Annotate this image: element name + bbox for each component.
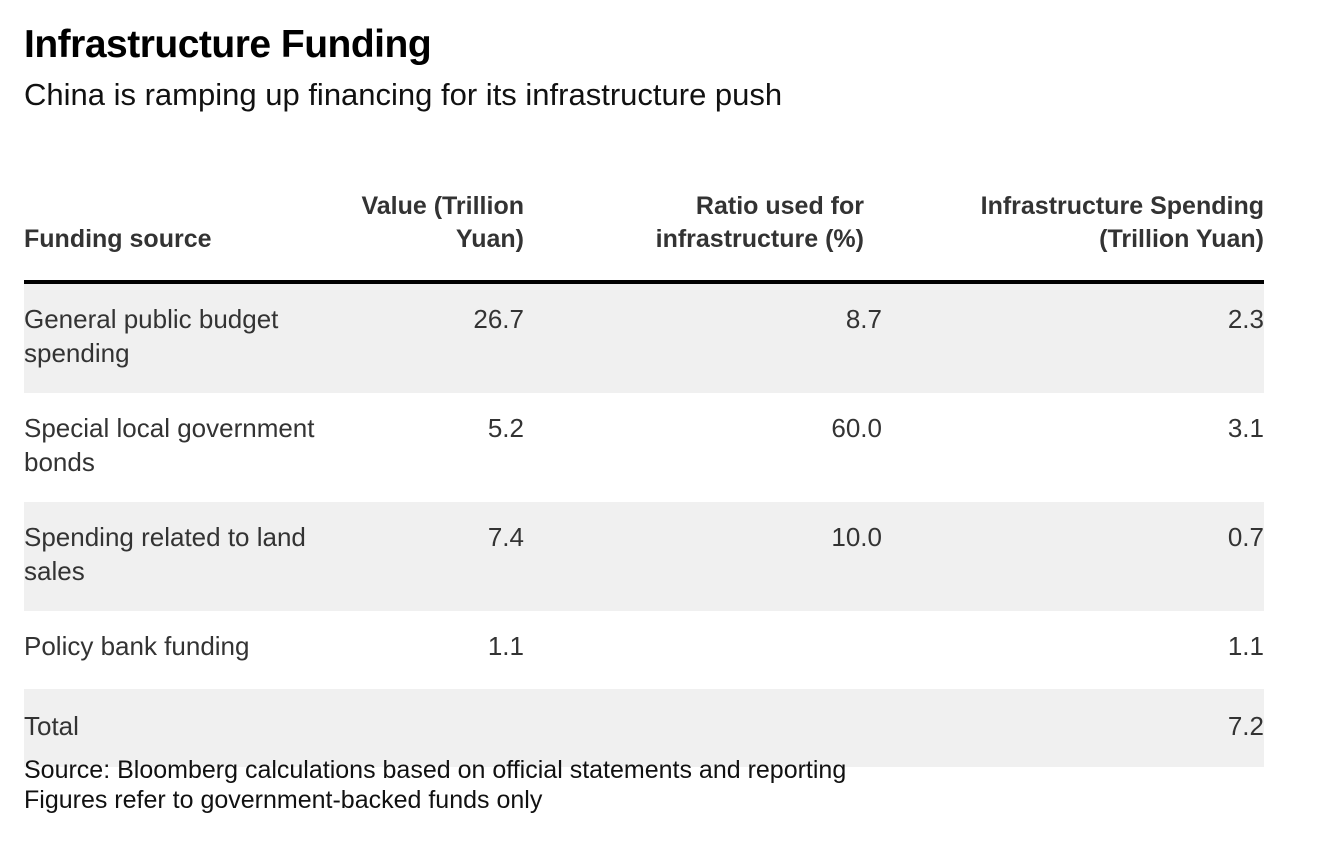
cell-value <box>334 689 524 767</box>
funding-table: Funding source Value (Trillion Yuan) Rat… <box>24 160 1264 767</box>
cell-funding-source: Policy bank funding <box>24 631 250 661</box>
cell-funding-source: General public budget spending <box>24 282 334 393</box>
source-note: Source: Bloomberg calculations based on … <box>24 756 847 784</box>
cell-infrastructure-spending: 0.7 <box>882 502 1264 611</box>
chart-title: Infrastructure Funding <box>24 23 432 66</box>
cell-ratio <box>524 611 882 689</box>
column-header-funding-source: Funding source <box>24 160 334 284</box>
footnote: Figures refer to government-backed funds… <box>24 786 543 814</box>
table-row: Spending related to land sales 7.4 10.0 … <box>24 502 1264 611</box>
column-header-ratio: Ratio used for infrastructure (%) <box>524 160 882 284</box>
table-row: Policy bank funding 1.1 1.1 <box>24 611 1264 689</box>
table-row: General public budget spending 26.7 8.7 … <box>24 282 1264 393</box>
cell-value: 26.7 <box>334 282 524 393</box>
chart-subtitle: China is ramping up financing for its in… <box>24 77 783 112</box>
cell-infrastructure-spending: 7.2 <box>882 689 1264 767</box>
cell-funding-source: Spending related to land sales <box>24 502 334 611</box>
cell-infrastructure-spending: 3.1 <box>1227 413 1264 443</box>
column-header-value: Value (Trillion Yuan) <box>334 160 524 284</box>
cell-ratio: 8.7 <box>524 282 882 393</box>
cell-value: 7.4 <box>334 502 524 611</box>
table-header-row: Funding source Value (Trillion Yuan) Rat… <box>24 160 1264 284</box>
cell-ratio: 60.0 <box>831 413 882 443</box>
cell-ratio <box>524 689 882 767</box>
cell-value: 5.2 <box>487 413 524 443</box>
cell-infrastructure-spending: 2.3 <box>882 282 1264 393</box>
cell-funding-source: Total <box>24 689 334 767</box>
table-row: Special local government bonds 5.2 60.0 … <box>24 393 1264 502</box>
cell-ratio: 10.0 <box>524 502 882 611</box>
cell-funding-source: Special local government bonds <box>24 413 315 477</box>
cell-infrastructure-spending: 1.1 <box>1227 631 1264 661</box>
column-header-infrastructure-spending: Infrastructure Spending (Trillion Yuan) <box>882 160 1264 284</box>
cell-value: 1.1 <box>487 631 524 661</box>
table-row-total: Total 7.2 <box>24 689 1264 767</box>
